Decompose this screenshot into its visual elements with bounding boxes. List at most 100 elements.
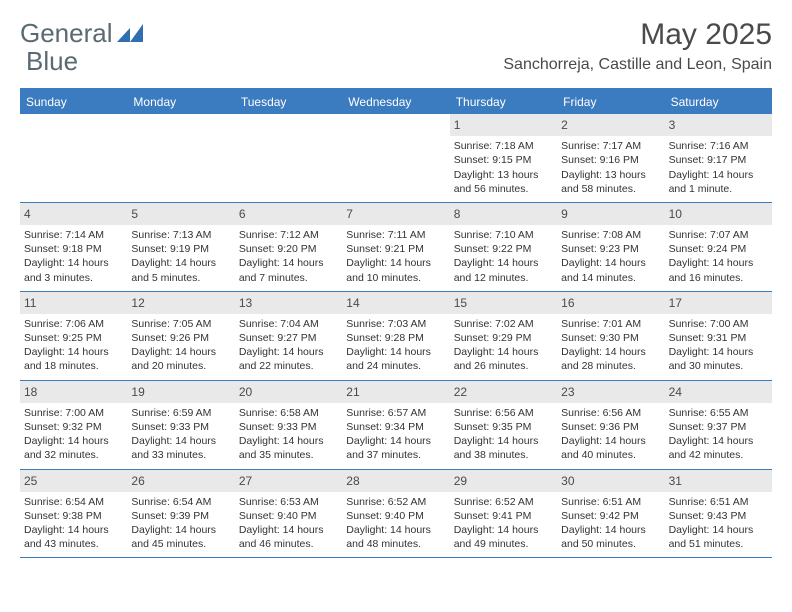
day-detail: and 10 minutes. (346, 271, 445, 285)
day-detail: Sunrise: 6:58 AM (239, 406, 338, 420)
day-cell: 25Sunrise: 6:54 AMSunset: 9:38 PMDayligh… (20, 470, 127, 558)
day-number: 15 (450, 292, 557, 314)
day-detail: Sunrise: 6:52 AM (454, 495, 553, 509)
day-detail: Sunset: 9:33 PM (239, 420, 338, 434)
day-detail: Sunrise: 6:56 AM (561, 406, 660, 420)
day-detail: Daylight: 14 hours (131, 434, 230, 448)
logo-word2: Blue (26, 46, 78, 77)
day-detail: and 18 minutes. (24, 359, 123, 373)
day-number: 9 (557, 203, 664, 225)
day-cell: 23Sunrise: 6:56 AMSunset: 9:36 PMDayligh… (557, 381, 664, 469)
day-cell: 18Sunrise: 7:00 AMSunset: 9:32 PMDayligh… (20, 381, 127, 469)
day-detail: Sunrise: 6:56 AM (454, 406, 553, 420)
day-detail: Sunrise: 6:54 AM (131, 495, 230, 509)
day-cell: 6Sunrise: 7:12 AMSunset: 9:20 PMDaylight… (235, 203, 342, 291)
day-detail: Daylight: 14 hours (454, 256, 553, 270)
day-number: 27 (235, 470, 342, 492)
day-detail: Sunrise: 7:07 AM (669, 228, 768, 242)
location: Sanchorreja, Castille and Leon, Spain (503, 56, 772, 74)
day-detail: Sunrise: 7:13 AM (131, 228, 230, 242)
day-number: 26 (127, 470, 234, 492)
day-number: 19 (127, 381, 234, 403)
day-number: 12 (127, 292, 234, 314)
day-detail: Daylight: 14 hours (669, 345, 768, 359)
day-detail: Sunrise: 7:11 AM (346, 228, 445, 242)
day-detail: and 5 minutes. (131, 271, 230, 285)
day-detail: Daylight: 14 hours (669, 434, 768, 448)
day-detail: and 3 minutes. (24, 271, 123, 285)
day-detail: Daylight: 14 hours (454, 345, 553, 359)
day-detail: and 45 minutes. (131, 537, 230, 551)
day-detail: Sunrise: 6:53 AM (239, 495, 338, 509)
day-detail: and 7 minutes. (239, 271, 338, 285)
day-detail: and 28 minutes. (561, 359, 660, 373)
day-detail: Sunrise: 7:08 AM (561, 228, 660, 242)
day-cell (20, 114, 127, 202)
day-cell (235, 114, 342, 202)
day-detail: and 26 minutes. (454, 359, 553, 373)
day-cell: 17Sunrise: 7:00 AMSunset: 9:31 PMDayligh… (665, 292, 772, 380)
day-detail: and 33 minutes. (131, 448, 230, 462)
day-cell: 4Sunrise: 7:14 AMSunset: 9:18 PMDaylight… (20, 203, 127, 291)
month-title: May 2025 (503, 18, 772, 52)
weekday-sat: Saturday (665, 90, 772, 114)
day-number: 14 (342, 292, 449, 314)
title-block: May 2025 Sanchorreja, Castille and Leon,… (503, 18, 772, 74)
day-detail: Daylight: 14 hours (346, 256, 445, 270)
day-detail: Sunset: 9:39 PM (131, 509, 230, 523)
weekday-wed: Wednesday (342, 90, 449, 114)
day-cell: 3Sunrise: 7:16 AMSunset: 9:17 PMDaylight… (665, 114, 772, 202)
day-detail: Sunrise: 7:02 AM (454, 317, 553, 331)
day-detail: Sunset: 9:24 PM (669, 242, 768, 256)
day-detail: Daylight: 14 hours (239, 434, 338, 448)
weekday-fri: Friday (557, 90, 664, 114)
day-detail: Sunrise: 7:12 AM (239, 228, 338, 242)
day-detail: and 35 minutes. (239, 448, 338, 462)
day-detail: and 22 minutes. (239, 359, 338, 373)
day-detail: Sunrise: 6:59 AM (131, 406, 230, 420)
day-detail: Daylight: 13 hours (561, 168, 660, 182)
day-cell: 20Sunrise: 6:58 AMSunset: 9:33 PMDayligh… (235, 381, 342, 469)
day-detail: Sunset: 9:31 PM (669, 331, 768, 345)
day-detail: Sunrise: 7:17 AM (561, 139, 660, 153)
day-detail: Daylight: 14 hours (24, 523, 123, 537)
day-detail: Sunset: 9:16 PM (561, 153, 660, 167)
logo-word1: General (20, 18, 113, 49)
day-detail: Daylight: 14 hours (561, 523, 660, 537)
day-detail: Sunset: 9:20 PM (239, 242, 338, 256)
day-detail: Sunset: 9:33 PM (131, 420, 230, 434)
day-detail: Daylight: 14 hours (454, 434, 553, 448)
day-detail: Sunset: 9:19 PM (131, 242, 230, 256)
day-detail: Sunset: 9:28 PM (346, 331, 445, 345)
day-detail: and 40 minutes. (561, 448, 660, 462)
day-detail: and 37 minutes. (346, 448, 445, 462)
day-detail: Daylight: 14 hours (239, 256, 338, 270)
day-cell: 16Sunrise: 7:01 AMSunset: 9:30 PMDayligh… (557, 292, 664, 380)
week-row: 11Sunrise: 7:06 AMSunset: 9:25 PMDayligh… (20, 292, 772, 381)
day-number: 31 (665, 470, 772, 492)
header: General May 2025 Sanchorreja, Castille a… (20, 18, 772, 74)
day-number: 23 (557, 381, 664, 403)
day-detail: and 16 minutes. (669, 271, 768, 285)
week-row: 18Sunrise: 7:00 AMSunset: 9:32 PMDayligh… (20, 381, 772, 470)
day-detail: and 48 minutes. (346, 537, 445, 551)
day-cell: 5Sunrise: 7:13 AMSunset: 9:19 PMDaylight… (127, 203, 234, 291)
logo: General (20, 18, 145, 49)
day-detail: Sunset: 9:34 PM (346, 420, 445, 434)
day-number: 21 (342, 381, 449, 403)
day-detail: Sunset: 9:42 PM (561, 509, 660, 523)
day-detail: and 46 minutes. (239, 537, 338, 551)
day-cell: 27Sunrise: 6:53 AMSunset: 9:40 PMDayligh… (235, 470, 342, 558)
day-detail: Sunrise: 7:18 AM (454, 139, 553, 153)
day-detail: and 58 minutes. (561, 182, 660, 196)
day-detail: Sunset: 9:43 PM (669, 509, 768, 523)
day-detail: Daylight: 14 hours (346, 434, 445, 448)
day-detail: Sunrise: 7:06 AM (24, 317, 123, 331)
day-cell: 7Sunrise: 7:11 AMSunset: 9:21 PMDaylight… (342, 203, 449, 291)
day-number: 4 (20, 203, 127, 225)
logo-icon (115, 18, 143, 49)
day-detail: and 30 minutes. (669, 359, 768, 373)
day-detail: Daylight: 14 hours (561, 345, 660, 359)
day-detail: Sunrise: 7:00 AM (669, 317, 768, 331)
day-number: 18 (20, 381, 127, 403)
